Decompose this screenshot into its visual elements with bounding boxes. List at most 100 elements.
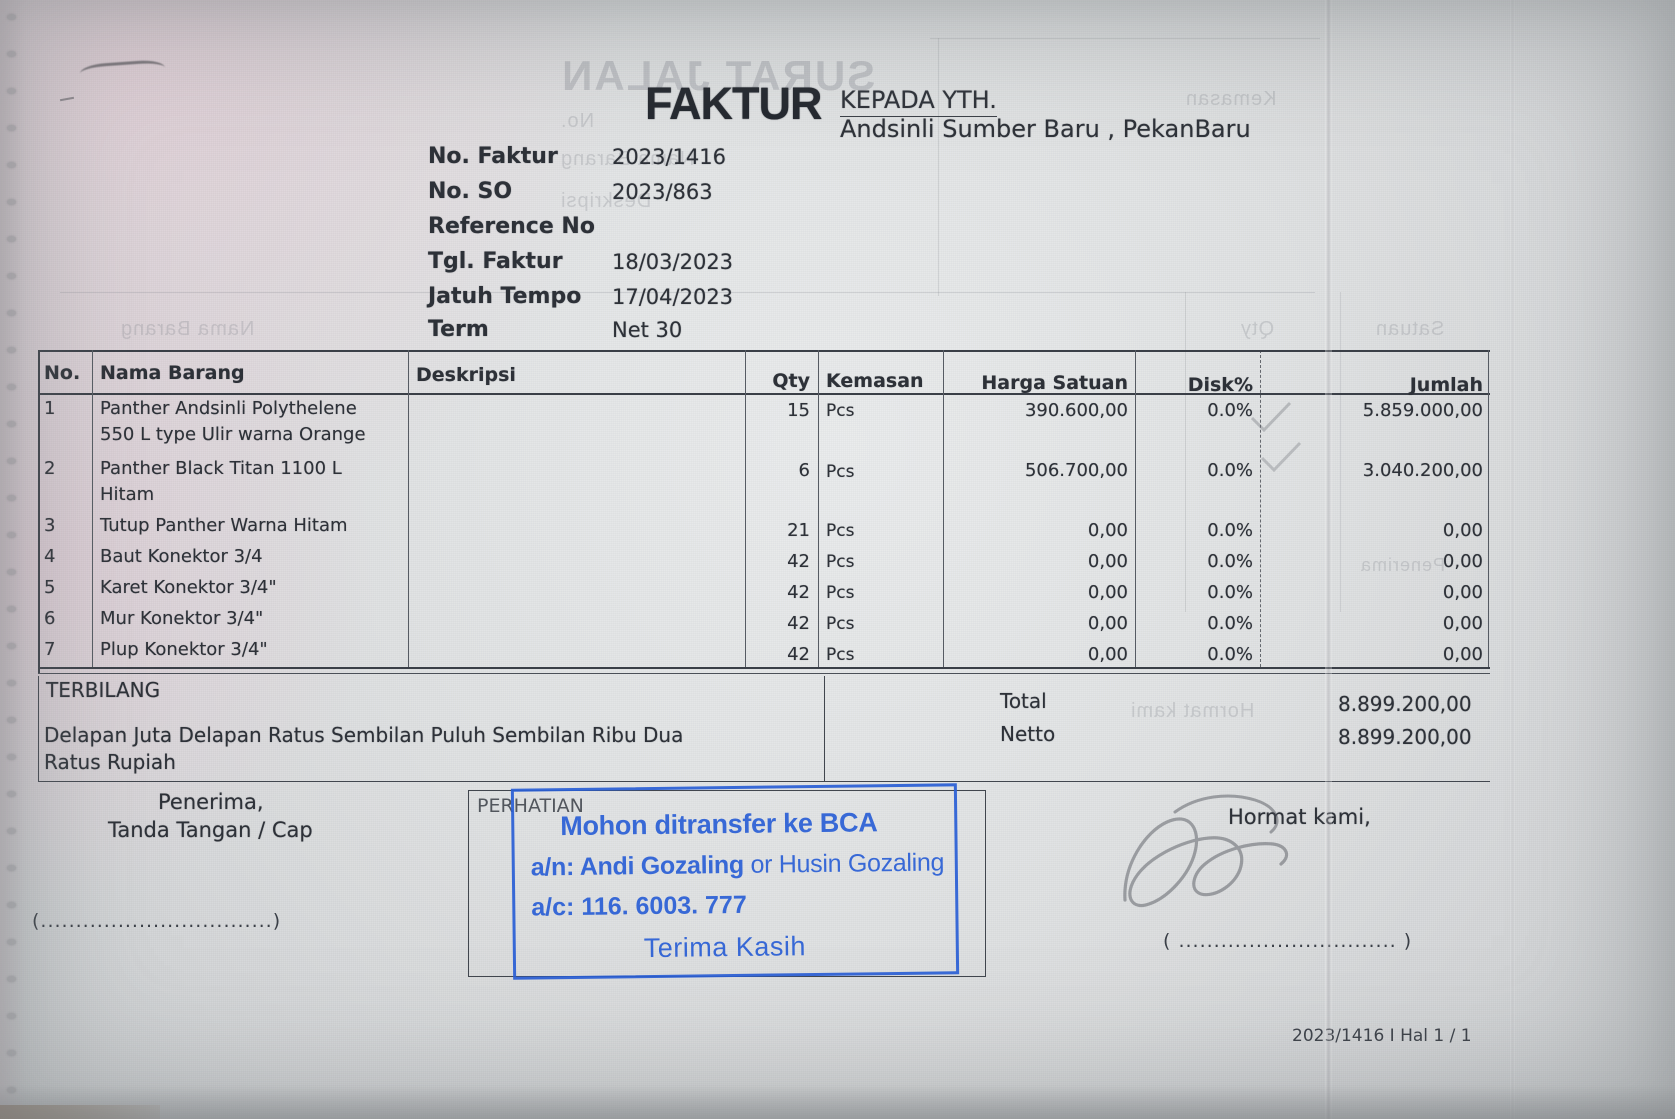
recipient-label: KEPADA YTH. bbox=[840, 86, 997, 117]
table-rule-top bbox=[38, 350, 1490, 352]
row-harga: 0,00 bbox=[1087, 520, 1128, 541]
row-disk: 0.0% bbox=[1207, 582, 1253, 603]
terbilang-line2: Ratus Rupiah bbox=[44, 750, 176, 774]
row-kemasan: Pcs bbox=[826, 614, 855, 634]
row-harga: 0,00 bbox=[1087, 613, 1128, 634]
perhatian-box: PERHATIAN bbox=[468, 790, 986, 977]
netto-value: 8.899.200,00 bbox=[1338, 725, 1472, 749]
meta-value-no-so: 2023/863 bbox=[612, 180, 713, 204]
row-disk: 0.0% bbox=[1207, 400, 1253, 421]
terbilang-label: TERBILANG bbox=[46, 678, 161, 702]
table-rule-items-bottom bbox=[38, 667, 1490, 669]
header-nama: Nama Barang bbox=[100, 362, 245, 384]
sender-signature-dots: ( ............................... ) bbox=[1163, 930, 1413, 952]
meta-value-tgl-faktur: 18/03/2023 bbox=[612, 250, 734, 274]
row-nama-l1: Karet Konektor 3/4" bbox=[100, 577, 277, 598]
row-no: 6 bbox=[44, 608, 56, 629]
netto-label: Netto bbox=[1000, 722, 1056, 746]
row-nama-l2: 550 L type Ulir warna Orange bbox=[100, 424, 366, 445]
row-jumlah: 0,00 bbox=[1442, 520, 1483, 541]
recipient-name: Andsinli Sumber Baru , PekanBaru bbox=[840, 115, 1251, 143]
row-no: 2 bbox=[44, 458, 56, 479]
row-nama-l1: Panther Black Titan 1100 L bbox=[100, 458, 342, 479]
table-col-sep-harga bbox=[1135, 350, 1136, 667]
table-col-sep-kemasan bbox=[943, 350, 944, 667]
header-no: No. bbox=[44, 362, 81, 384]
row-no: 4 bbox=[44, 546, 56, 567]
meta-label-no-so: No. SO bbox=[428, 179, 513, 204]
row-qty: 42 bbox=[787, 582, 810, 603]
row-disk: 0.0% bbox=[1207, 644, 1253, 665]
header-kemasan: Kemasan bbox=[826, 370, 924, 392]
signature-rule bbox=[38, 781, 468, 782]
meta-label-tgl-faktur: Tgl. Faktur bbox=[428, 249, 563, 274]
perhatian-label: PERHATIAN bbox=[477, 795, 584, 817]
bleedthrough-rule bbox=[938, 38, 939, 296]
row-qty: 15 bbox=[787, 400, 810, 421]
bleedthrough-rule bbox=[1340, 292, 1341, 612]
row-harga: 390.600,00 bbox=[1024, 400, 1128, 421]
row-disk: 0.0% bbox=[1207, 551, 1253, 572]
tractor-feed-margin bbox=[0, 0, 26, 1119]
row-harga: 0,00 bbox=[1087, 582, 1128, 603]
row-jumlah: 0,00 bbox=[1442, 644, 1483, 665]
totals-rule bbox=[823, 781, 1490, 782]
meta-label-no-faktur: No. Faktur bbox=[428, 144, 558, 169]
header-jumlah: Jumlah bbox=[1409, 374, 1483, 396]
meta-label-term: Term bbox=[428, 317, 489, 342]
paper-fold-line bbox=[1325, 0, 1332, 1119]
table-rule-items-bottom-2 bbox=[38, 673, 1490, 674]
row-jumlah: 0,00 bbox=[1442, 613, 1483, 634]
header-qty: Qty bbox=[772, 370, 810, 392]
row-disk: 0.0% bbox=[1207, 520, 1253, 541]
page-title: FAKTUR bbox=[645, 78, 822, 129]
row-qty: 6 bbox=[798, 460, 810, 481]
scan-edge-artifact bbox=[0, 1105, 160, 1119]
row-nama-l1: Panther Andsinli Polythelene bbox=[100, 398, 357, 419]
paper-fold-line-secondary bbox=[1510, 0, 1515, 1119]
table-col-sep-qty bbox=[818, 350, 819, 667]
checkmark-icon bbox=[1250, 401, 1292, 433]
table-col-sep-deskripsi bbox=[745, 350, 746, 667]
row-no: 3 bbox=[44, 515, 56, 536]
row-kemasan: Pcs bbox=[826, 645, 855, 665]
table-rule-header-bottom bbox=[38, 393, 1490, 395]
total-label: Total bbox=[1000, 689, 1047, 713]
header-harga: Harga Satuan bbox=[981, 372, 1128, 394]
meta-label-reference-no: Reference No bbox=[428, 214, 595, 239]
row-harga: 0,00 bbox=[1087, 551, 1128, 572]
table-col-sep-no bbox=[92, 350, 93, 667]
row-qty: 42 bbox=[787, 644, 810, 665]
row-qty: 21 bbox=[787, 520, 810, 541]
row-disk: 0.0% bbox=[1207, 613, 1253, 634]
row-qty: 42 bbox=[787, 551, 810, 572]
row-kemasan: Pcs bbox=[826, 583, 855, 603]
row-jumlah: 0,00 bbox=[1442, 551, 1483, 572]
table-col-sep-nama bbox=[408, 350, 409, 667]
receiver-label-line2: Tanda Tangan / Cap bbox=[108, 818, 313, 842]
row-kemasan: Pcs bbox=[826, 401, 855, 421]
receiver-label-line1: Penerima, bbox=[158, 790, 264, 814]
checkmark-icon bbox=[1260, 441, 1302, 473]
row-no: 7 bbox=[44, 639, 56, 660]
header-disk: Disk% bbox=[1187, 374, 1253, 396]
row-jumlah: 3.040.200,00 bbox=[1362, 460, 1483, 481]
meta-value-no-faktur: 2023/1416 bbox=[612, 145, 726, 169]
bleedthrough-rule bbox=[930, 38, 1320, 39]
row-disk: 0.0% bbox=[1207, 460, 1253, 481]
total-value: 8.899.200,00 bbox=[1338, 692, 1472, 716]
row-nama-l1: Baut Konektor 3/4 bbox=[100, 546, 263, 567]
row-kemasan: Pcs bbox=[826, 552, 855, 572]
receiver-signature-dots: (.................................) bbox=[32, 910, 282, 932]
meta-label-jatuh-tempo: Jatuh Tempo bbox=[428, 284, 582, 309]
handwritten-signature bbox=[1123, 794, 1289, 908]
table-border-right bbox=[1488, 350, 1489, 667]
meta-value-jatuh-tempo: 17/04/2023 bbox=[612, 285, 734, 309]
row-nama-l1: Plup Konektor 3/4" bbox=[100, 639, 268, 660]
scan-edge-shadow bbox=[0, 1085, 1675, 1119]
terbilang-line1: Delapan Juta Delapan Ratus Sembilan Pulu… bbox=[44, 723, 684, 747]
row-nama-l2: Hitam bbox=[100, 484, 155, 505]
bleedthrough-rule bbox=[60, 292, 1315, 293]
